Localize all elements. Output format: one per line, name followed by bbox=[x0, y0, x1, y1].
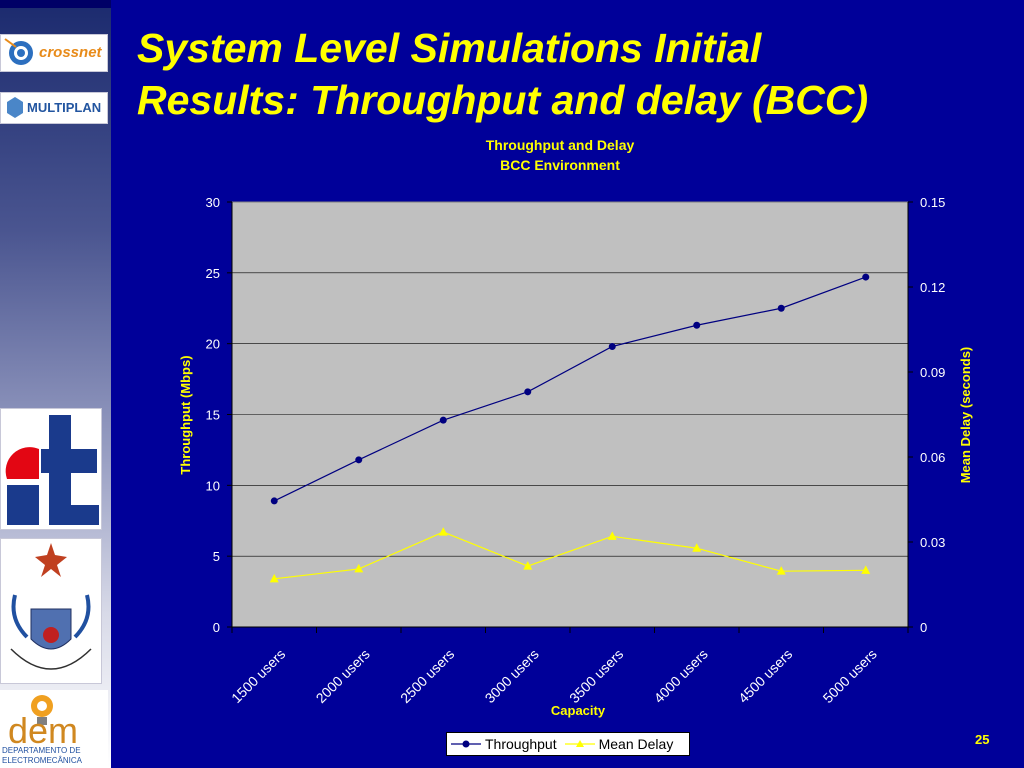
lightbulb-gear-icon bbox=[31, 695, 53, 725]
mean-delay-point bbox=[692, 543, 702, 552]
dem-subtitle-2: ELECTROMECÂNICA bbox=[2, 756, 83, 765]
multiplan-logo: MULTIPLAN bbox=[0, 92, 108, 124]
legend-mean-delay-marker bbox=[564, 740, 595, 747]
y-axis-title: Throughput (Mbps) bbox=[178, 355, 193, 474]
it-icon bbox=[5, 415, 99, 525]
it-logo bbox=[0, 408, 102, 530]
slide-title-line-1: System Level Simulations Initial bbox=[137, 25, 762, 71]
mean-delay-point bbox=[861, 565, 871, 574]
throughput-point bbox=[608, 343, 616, 350]
throughput-point bbox=[777, 304, 785, 312]
slide-title: System Level Simulations Initial Results… bbox=[137, 22, 1007, 126]
crossnet-logo: crossnet bbox=[0, 34, 108, 72]
x-tick-label: 2500 users bbox=[397, 646, 457, 706]
legend-throughput-marker bbox=[451, 740, 481, 748]
y-tick-label: 30 bbox=[206, 195, 220, 210]
throughput-point bbox=[862, 273, 870, 281]
chart-title-main: Throughput and Delay bbox=[485, 137, 635, 153]
x-tick-label: 2000 users bbox=[313, 646, 373, 706]
x-axis-title: Capacity bbox=[551, 703, 606, 718]
slide-title-line-2: Results: Throughput and delay (BCC) bbox=[137, 77, 869, 123]
x-tick-label: 3500 users bbox=[566, 646, 626, 706]
y2-tick-label: 0 bbox=[920, 620, 927, 635]
mean-delay-point bbox=[438, 527, 448, 536]
y2-tick-label: 0.03 bbox=[920, 535, 945, 550]
mean-delay-point bbox=[354, 563, 364, 573]
chart-title: Throughput and Delay BCC Environment bbox=[430, 135, 690, 175]
y-tick-label: 20 bbox=[206, 337, 220, 352]
mean-delay-point bbox=[269, 573, 279, 583]
dem-logo: dem DEPARTAMENTO DE ELECTROMECÂNICA bbox=[0, 690, 108, 768]
throughput-point bbox=[355, 456, 363, 464]
throughput-point bbox=[693, 321, 701, 329]
y2-tick-label: 0.12 bbox=[920, 280, 945, 295]
multiplan-logo-text: MULTIPLAN bbox=[27, 100, 102, 115]
y-tick-label: 10 bbox=[206, 478, 220, 493]
mean-delay-point bbox=[523, 561, 533, 570]
x-tick-label: 5000 users bbox=[820, 646, 880, 706]
legend-mean-delay-label: Mean Delay bbox=[598, 736, 674, 752]
mean-delay-point bbox=[776, 566, 786, 575]
x-tick-label: 1500 users bbox=[228, 646, 288, 706]
multiplan-icon bbox=[7, 97, 23, 118]
dem-subtitle-1: DEPARTAMENTO DE bbox=[2, 746, 81, 755]
y2-tick-label: 0.15 bbox=[920, 195, 945, 210]
legend-throughput-label: Throughput bbox=[485, 736, 557, 752]
throughput-point bbox=[270, 497, 278, 505]
throughput-point bbox=[524, 388, 532, 396]
chart-subtitle: BCC Environment bbox=[500, 157, 620, 173]
x-tick-label: 4000 users bbox=[651, 646, 711, 706]
university-crest-logo bbox=[0, 538, 102, 684]
chart-legend: Throughput Mean Delay bbox=[446, 732, 690, 756]
legend-item-throughput: Throughput bbox=[451, 736, 557, 752]
mean-delay-point bbox=[607, 531, 617, 540]
dem-logo-text: dem bbox=[8, 710, 79, 751]
slide-number: 25 bbox=[975, 732, 990, 747]
y-tick-label: 0 bbox=[213, 620, 220, 635]
crossnet-logo-text: crossnet bbox=[39, 44, 102, 61]
legend-item-mean-delay: Mean Delay bbox=[564, 736, 674, 752]
y2-axis-title: Mean Delay (seconds) bbox=[958, 347, 973, 484]
x-tick-label: 4500 users bbox=[735, 646, 795, 706]
throughput-point bbox=[439, 416, 447, 424]
crest-icon bbox=[10, 543, 92, 670]
y-tick-label: 15 bbox=[206, 408, 220, 423]
y2-tick-label: 0.06 bbox=[920, 450, 945, 465]
y2-tick-label: 0.09 bbox=[920, 365, 945, 380]
mean-delay-line bbox=[274, 531, 866, 580]
y-tick-label: 5 bbox=[213, 549, 220, 564]
x-tick-label: 3000 users bbox=[482, 646, 542, 706]
sidebar-top-bar bbox=[0, 0, 111, 8]
throughput-line bbox=[273, 276, 866, 502]
sidebar: crossnet MULTIPLAN dem bbox=[0, 0, 111, 768]
y-tick-label: 25 bbox=[206, 266, 220, 281]
crossnet-icon bbox=[4, 38, 33, 65]
